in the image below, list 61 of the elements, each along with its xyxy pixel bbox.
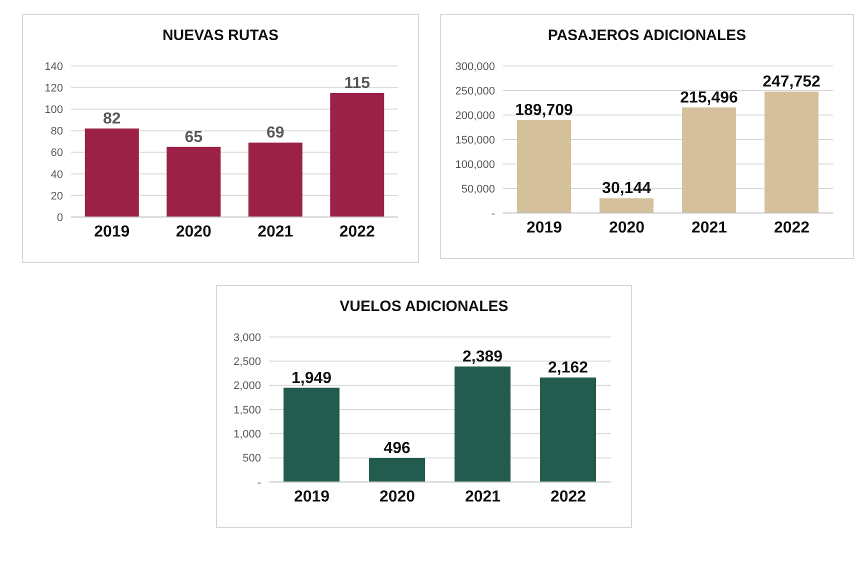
bar (600, 198, 654, 213)
bar (682, 107, 736, 213)
y-tick-label: 60 (50, 147, 63, 160)
y-tick-label: 20 (50, 190, 63, 202)
x-tick-label: 2019 (526, 219, 562, 236)
bar (248, 142, 302, 217)
y-tick-label: 100,000 (455, 158, 495, 171)
y-tick-label: - (257, 476, 262, 489)
y-tick-label: 80 (50, 126, 63, 138)
data-label: 247,752 (762, 74, 821, 91)
y-tick-label: - (491, 208, 496, 220)
x-tick-label: 2022 (550, 488, 586, 506)
bar (284, 388, 340, 482)
y-tick-label: 0 (56, 212, 63, 224)
data-label: 2,389 (462, 348, 503, 366)
y-tick-label: 120 (44, 82, 63, 94)
data-label: 82 (103, 110, 121, 128)
x-tick-label: 2021 (691, 219, 728, 236)
x-tick-label: 2022 (339, 223, 376, 240)
data-label: 69 (266, 124, 284, 142)
x-tick-label: 2021 (258, 223, 294, 240)
x-tick-label: 2021 (464, 488, 501, 506)
y-tick-label: 300,000 (455, 60, 495, 73)
y-tick-label: 250,000 (455, 85, 495, 98)
y-tick-label: 1,000 (233, 428, 261, 441)
y-tick-label: 3,000 (233, 332, 261, 344)
y-tick-label: 2,500 (233, 356, 261, 368)
bar (84, 128, 139, 217)
bar (764, 92, 819, 213)
x-tick-label: 2020 (379, 488, 416, 506)
chart-title: VUELOS ADICIONALES (338, 298, 510, 315)
bar (330, 92, 384, 217)
data-label: 30,144 (602, 180, 652, 198)
data-label: 215,496 (680, 89, 738, 106)
data-label: 65 (184, 128, 203, 146)
data-label: 189,709 (515, 102, 574, 120)
bar (540, 378, 596, 482)
chart-title: NUEVAS RUTAS (161, 27, 280, 44)
y-tick-label: 150,000 (455, 134, 495, 146)
data-label: 496 (384, 440, 410, 458)
y-tick-label: 500 (242, 452, 261, 465)
x-tick-label: 2020 (176, 223, 212, 240)
bar (517, 120, 572, 213)
y-tick-label: 200,000 (455, 110, 495, 122)
bar (369, 458, 426, 482)
chart-title: PASAJEROS ADICIONALES (546, 27, 748, 44)
x-tick-label: 2019 (294, 488, 330, 506)
x-tick-label: 2022 (774, 219, 810, 236)
y-tick-label: 2,000 (233, 380, 261, 392)
y-tick-label: 140 (44, 60, 63, 73)
x-tick-label: 2019 (94, 223, 130, 240)
data-label: 1,949 (292, 370, 332, 387)
bar (454, 366, 511, 482)
x-tick-label: 2020 (608, 219, 645, 236)
data-label: 115 (344, 74, 370, 92)
y-tick-label: 1,500 (233, 404, 261, 416)
bar (166, 146, 221, 217)
y-tick-label: 40 (50, 168, 63, 181)
data-label: 2,162 (548, 360, 588, 377)
y-tick-label: 100 (44, 104, 63, 116)
y-tick-label: 50,000 (461, 183, 495, 196)
